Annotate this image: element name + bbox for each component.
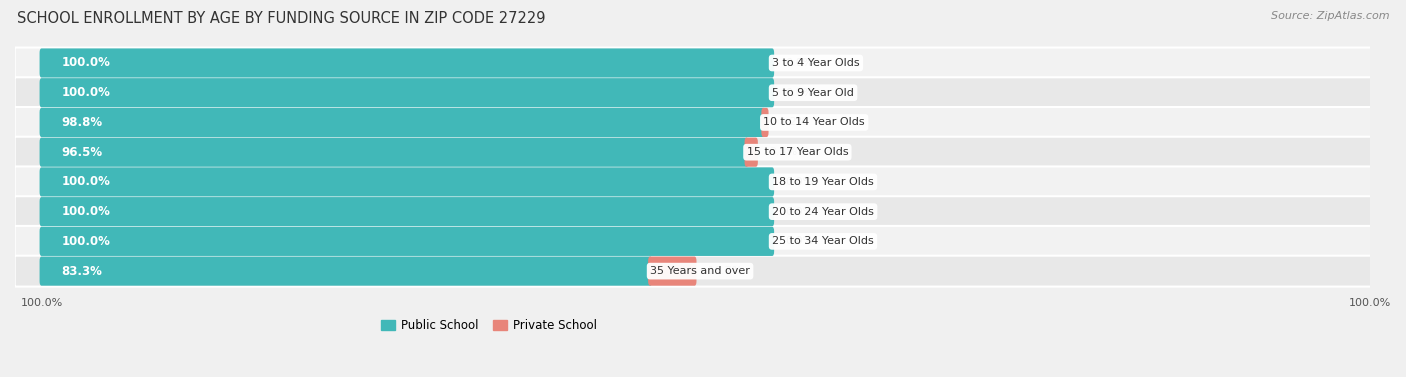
FancyBboxPatch shape xyxy=(14,77,1396,108)
FancyBboxPatch shape xyxy=(39,167,775,196)
Text: 18 to 19 Year Olds: 18 to 19 Year Olds xyxy=(772,177,875,187)
Legend: Public School, Private School: Public School, Private School xyxy=(377,314,602,337)
Text: 0.0%: 0.0% xyxy=(786,207,814,217)
FancyBboxPatch shape xyxy=(39,138,748,167)
FancyBboxPatch shape xyxy=(14,167,1396,198)
FancyBboxPatch shape xyxy=(14,256,1396,287)
Text: 15 to 17 Year Olds: 15 to 17 Year Olds xyxy=(747,147,848,157)
Text: 100.0%: 100.0% xyxy=(62,175,110,188)
Text: 10 to 14 Year Olds: 10 to 14 Year Olds xyxy=(763,118,865,127)
Text: 100.0%: 100.0% xyxy=(62,57,110,69)
Text: 100.0%: 100.0% xyxy=(62,235,110,248)
Text: 100.0%: 100.0% xyxy=(62,205,110,218)
Text: 5 to 9 Year Old: 5 to 9 Year Old xyxy=(772,88,853,98)
FancyBboxPatch shape xyxy=(39,78,775,107)
Text: 25 to 34 Year Olds: 25 to 34 Year Olds xyxy=(772,236,875,247)
FancyBboxPatch shape xyxy=(39,108,765,137)
FancyBboxPatch shape xyxy=(14,48,1396,78)
Text: SCHOOL ENROLLMENT BY AGE BY FUNDING SOURCE IN ZIP CODE 27229: SCHOOL ENROLLMENT BY AGE BY FUNDING SOUR… xyxy=(17,11,546,26)
Text: 96.5%: 96.5% xyxy=(62,146,103,159)
Text: 0.0%: 0.0% xyxy=(786,177,814,187)
FancyBboxPatch shape xyxy=(14,137,1396,168)
Text: 20 to 24 Year Olds: 20 to 24 Year Olds xyxy=(772,207,875,217)
Text: 100.0%: 100.0% xyxy=(21,298,63,308)
Text: 3.5%: 3.5% xyxy=(769,147,797,157)
Text: Source: ZipAtlas.com: Source: ZipAtlas.com xyxy=(1271,11,1389,21)
FancyBboxPatch shape xyxy=(745,138,758,167)
FancyBboxPatch shape xyxy=(39,48,775,78)
FancyBboxPatch shape xyxy=(14,196,1396,227)
FancyBboxPatch shape xyxy=(14,226,1396,257)
Text: 35 Years and over: 35 Years and over xyxy=(650,266,749,276)
FancyBboxPatch shape xyxy=(648,257,696,286)
FancyBboxPatch shape xyxy=(762,108,769,137)
Text: 0.0%: 0.0% xyxy=(786,58,814,68)
FancyBboxPatch shape xyxy=(39,197,775,226)
FancyBboxPatch shape xyxy=(39,227,775,256)
FancyBboxPatch shape xyxy=(39,257,652,286)
Text: 100.0%: 100.0% xyxy=(62,86,110,99)
Text: 16.7%: 16.7% xyxy=(707,266,744,276)
Text: 0.0%: 0.0% xyxy=(786,88,814,98)
Text: 100.0%: 100.0% xyxy=(1348,298,1391,308)
Text: 0.0%: 0.0% xyxy=(786,236,814,247)
Text: 98.8%: 98.8% xyxy=(62,116,103,129)
Text: 1.2%: 1.2% xyxy=(780,118,808,127)
Text: 3 to 4 Year Olds: 3 to 4 Year Olds xyxy=(772,58,859,68)
FancyBboxPatch shape xyxy=(14,107,1396,138)
Text: 83.3%: 83.3% xyxy=(62,265,103,277)
